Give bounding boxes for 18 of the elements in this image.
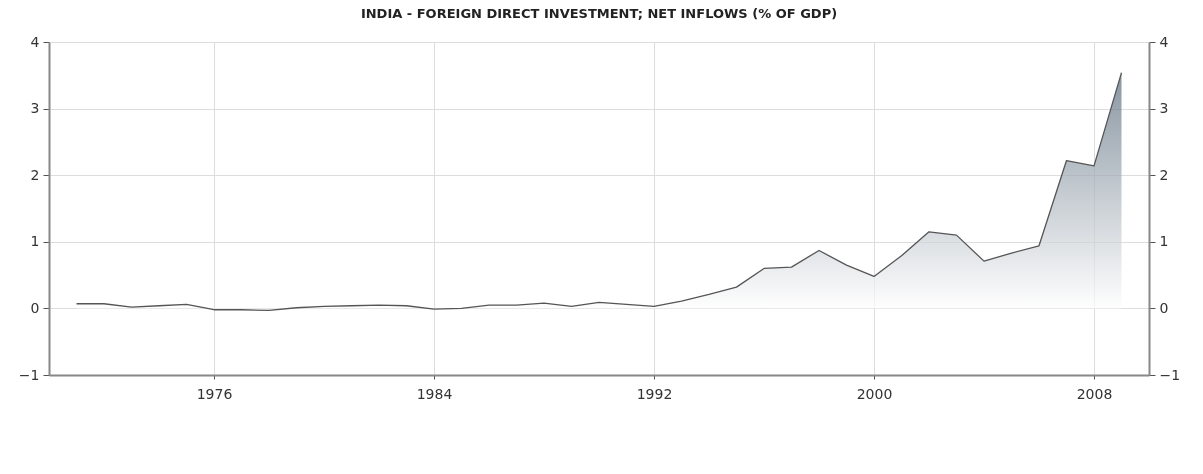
y2-tick-label: 3 xyxy=(1159,100,1169,117)
x-tick-label: 2000 xyxy=(856,385,893,402)
y2-tick-label: 0 xyxy=(1159,299,1169,316)
x-tick-label: 2008 xyxy=(1076,385,1113,402)
y-tick-label: 2 xyxy=(30,166,40,183)
y-tick-label: 1 xyxy=(30,233,40,250)
y-tick-label: 4 xyxy=(30,33,40,50)
y2-tick-label: 2 xyxy=(1159,166,1169,183)
x-tick-label: 1984 xyxy=(416,385,453,402)
y-tick-label: 0 xyxy=(30,299,40,316)
y-tick-label: 3 xyxy=(30,100,40,117)
y-tick-label: −1 xyxy=(18,366,40,383)
y2-tick-label: −1 xyxy=(1159,366,1181,383)
x-tick-label: 1976 xyxy=(196,385,233,402)
x-tick-label: 1992 xyxy=(636,385,673,402)
y2-tick-label: 4 xyxy=(1159,33,1169,50)
chart-title: INDIA - FOREIGN DIRECT INVESTMENT; NET INFLOWS (% OF GDP) xyxy=(360,6,838,21)
y2-tick-label: 1 xyxy=(1159,233,1169,250)
